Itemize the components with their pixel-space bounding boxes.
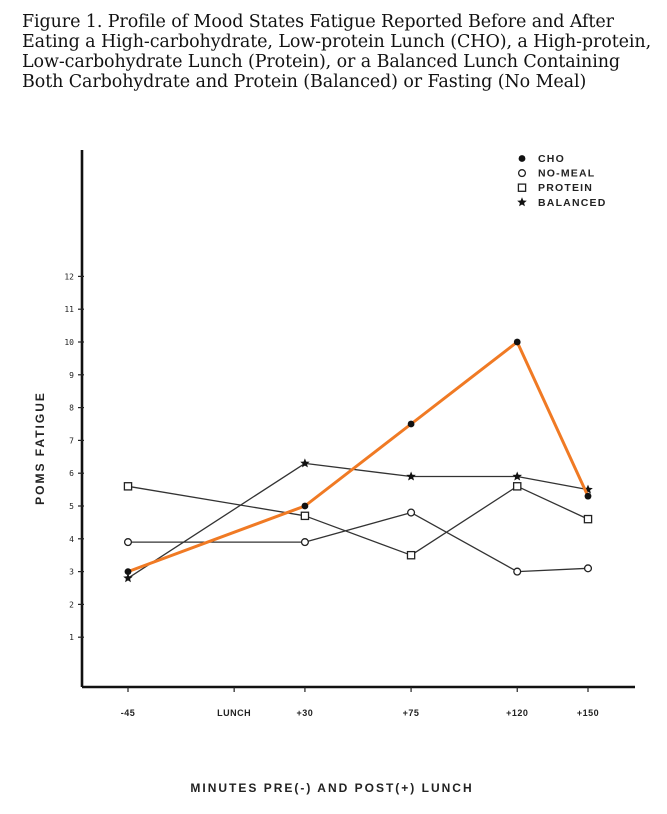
data-point [407,420,415,428]
series-no-meal [123,508,593,576]
data-point [123,573,133,583]
point-marker [123,538,133,547]
point-marker [517,197,527,207]
legend-item: BALANCED [517,197,607,209]
data-point [583,484,593,494]
series-protein [123,482,593,560]
point-marker [583,514,593,524]
point-marker [407,420,415,428]
data-point [518,155,526,162]
y-tick-label: 1 [69,633,74,642]
y-tick-label: 11 [64,305,74,314]
data-point [406,550,416,560]
point-marker [407,508,416,517]
y-axis-label: POMS FATIGUE [33,391,47,505]
data-point [513,338,521,346]
figure-caption: Figure 1. Profile of Mood States Fatigue… [22,12,652,92]
point-marker [123,482,133,491]
y-tick-label: 12 [64,272,74,281]
series-cho [124,338,592,575]
y-tick-label: 3 [69,568,74,577]
data-point [512,482,522,491]
data-point [583,564,593,573]
x-tick-label: -45 [121,708,136,718]
chart-axes [80,150,635,689]
point-marker [517,169,527,178]
x-axis-label: MINUTES PRE(-) AND POST(+) LUNCH [190,781,473,795]
chart-legend: CHO NO-MEAL PROTEIN BALANCED [517,153,607,209]
data-point [300,458,310,468]
point-marker [512,471,522,481]
data-point [301,502,309,510]
series-line [128,511,589,573]
data-point [584,492,592,500]
legend-label: PROTEIN [538,182,593,194]
x-tick-label: LUNCH [217,708,251,718]
data-point [123,538,133,547]
series-line [127,462,589,579]
data-point [517,197,527,207]
chart-series [123,338,593,583]
legend-item: CHO [518,153,565,165]
data-point [513,567,522,576]
point-marker [406,471,416,481]
point-marker [513,338,521,346]
y-tick-label: 7 [69,436,74,445]
y-tick-label: 2 [69,600,74,609]
data-point [583,514,593,524]
series-balanced [123,458,593,583]
legend-label: NO-MEAL [538,168,595,180]
point-marker [300,458,310,468]
point-marker [406,550,416,560]
series-line [127,340,590,574]
legend-item: NO-MEAL [517,168,595,180]
point-marker [583,484,593,494]
legend-item: PROTEIN [517,182,593,194]
data-point [123,482,133,491]
point-marker [583,564,593,573]
x-tick-label: +30 [297,708,314,718]
data-point [124,568,132,575]
data-point [517,183,527,192]
y-tick-label: 10 [64,338,74,347]
x-tick-label: +150 [577,708,599,718]
x-tick-label: +120 [506,708,528,718]
y-tick-label: 5 [69,502,74,511]
legend-label: CHO [538,153,565,165]
data-point [300,511,310,521]
legend-label: BALANCED [538,197,607,209]
point-marker [512,482,522,491]
point-marker [123,573,133,583]
point-marker [517,183,527,192]
point-marker [301,502,309,510]
point-marker [584,492,592,500]
data-point [512,471,522,481]
y-tick-label: 8 [69,404,74,413]
point-marker [300,538,309,547]
y-tick-label: 4 [69,535,74,544]
data-point [407,508,416,517]
y-tick-label: 6 [69,469,74,478]
point-marker [300,511,310,521]
data-point [517,169,527,178]
point-marker [124,568,132,575]
point-marker [513,567,522,576]
x-tick-label: +75 [403,708,420,718]
point-marker [518,155,526,162]
data-point [300,538,309,547]
data-point [406,471,416,481]
y-tick-label: 9 [69,371,74,380]
